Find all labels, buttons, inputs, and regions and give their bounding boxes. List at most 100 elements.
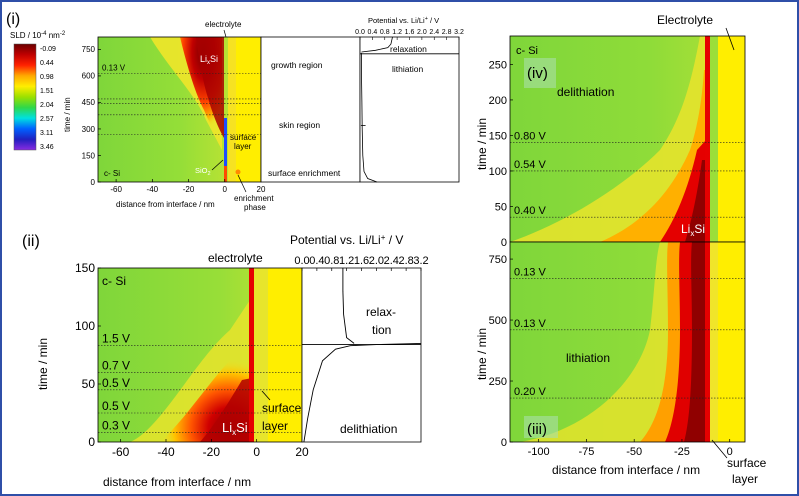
panel-i-enrichment-strip [224,166,227,182]
panel-iv-potential-lines: 0.80 V 0.54 V 0.40 V [510,131,745,218]
potential-label: 1.5 V [102,332,130,346]
potential-label: 0.13 V [514,318,546,330]
y-tick-label: 0 [88,435,95,449]
panel-i-sio2-pointer [211,159,224,171]
panel-iv-electrolyte-pointer [725,27,735,51]
panel-iv-yellow-front [510,36,706,242]
panel-ii-axes: -60 -40 -20 0 20 0 50 100 150 [75,261,309,459]
x-tick-label: -40 [157,445,175,459]
y-tick-label: 50 [82,377,96,391]
panel-ii-potential-frame [301,267,422,443]
colorbar-tick-label: 0.98 [40,74,54,81]
panel-i-potential-frame [359,36,460,183]
x-tick-label: 1.6 [354,255,369,267]
x-tick-label: -20 [203,445,221,459]
colorbar-tick-label: 0.44 [40,60,54,67]
y-tick-label: 100 [75,319,95,333]
panel-ii-delithiation-label: delithiation [340,422,397,436]
panel-i-surface-strip [228,37,236,182]
colorbar-tick-label: 3.46 [40,144,54,151]
panel-iv-csi-label: c- Si [516,45,538,57]
y-tick-label: 250 [489,59,507,71]
x-tick-label: 0.0 [294,255,309,267]
panel-iv-dark-core [685,160,706,242]
panel-i-relaxation-label: relaxation [390,44,427,54]
panel-i-heatmap: LixSi c- Si surface layer SiO2 enrichmen… [63,20,274,212]
panel-i-ylabel: time / min [63,97,72,132]
panel-i-enrichment-dot [235,169,241,175]
potential-label: 0.40 V [514,205,546,217]
panel-i-enrichment-label-2: phase [244,203,266,212]
panel-ii-surface-strip [254,268,268,442]
y-tick-label: 450 [82,98,96,107]
colorbar-tick-label: 2.04 [40,102,54,109]
colorbar-tick-label: 2.57 [40,116,54,123]
x-tick-label: -60 [110,185,122,194]
potential-curve [361,52,378,183]
panel-i-regions: growth region skin region surface enrich… [260,36,361,183]
potential-label: 0.20 V [514,386,546,398]
panel-label-iv: (iv) [527,65,548,82]
panel-ii-surface-label-1: surface [262,401,302,415]
y-tick-label: 600 [82,72,96,81]
y-tick-label: 150 [75,261,95,275]
panel-iii-surface-pointer [711,439,728,459]
panel-iii-dark-core [684,242,706,442]
panel-i-lithiation-label: lithiation [392,64,423,74]
y-tick-label: 500 [489,315,507,327]
colorbar-tick-label: 3.11 [40,130,53,137]
panel-label-i: (i) [6,11,20,28]
x-tick-label: -40 [147,185,159,194]
potential-label: 0.80 V [514,131,546,143]
region-skin: skin region [279,120,320,130]
panel-iv-orange-front [600,70,706,242]
y-tick-label: 750 [489,254,507,266]
panel-iii-interface-strip [705,242,710,442]
y-tick-label: 150 [82,151,96,160]
panel-i-xlabel: distance from interface / nm [116,200,215,209]
colorbar: SLD / 10-4 nm-2 -0.09 0.44 0.98 1.51 2.04 2.5… [10,31,66,151]
panel-i-potential-xlabel: Potential vs. Li/Li+ / V [368,16,439,25]
potential-label: 0.54 V [514,159,546,171]
x-tick-label: -50 [626,446,642,458]
panel-ii-csi-label: c- Si [102,274,126,288]
panel-i-potential-lines: 0.13 V [98,63,261,135]
x-tick-label: 2.8 [398,255,413,267]
panel-i-electrolyte [236,37,261,182]
panel-iii-xlabel: distance from interface / nm [552,463,700,477]
x-tick-label: 2.4 [384,255,399,267]
panel-ii-heatmap: 1.5 V 0.7 V 0.5 V 0.5 V 0.3 V c- Si LixSi su… [36,251,309,489]
panel-iii-yellow-front [520,242,706,442]
panel-iii-surface-label-2: layer [732,472,758,486]
panel-i-sio2-line [224,118,227,166]
colorbar-title: SLD / 10-4 nm-2 [10,31,66,40]
panel-ii-lixsi-label: LixSi [222,420,248,437]
panel-ii-surface-label-2: layer [262,419,288,433]
panel-iii-surface-strip [710,242,718,442]
x-tick-label: -75 [578,446,594,458]
x-tick-label: 2.8 [442,29,452,36]
y-tick-label: 300 [82,125,96,134]
x-tick-label: -100 [528,446,550,458]
colorbar-tick-label: -0.09 [40,46,56,53]
panel-ii-relax-label-1: relax- [366,305,396,319]
region-growth: growth region [271,60,323,70]
x-tick-label: 0 [727,446,733,458]
panel-i-electrolyte-pointer [223,29,227,38]
potential-label: 0.5 V [102,399,130,413]
panel-ii-xlabel: distance from interface / nm [103,475,251,489]
panel-iii-potential-lines: 0.13 V 0.13 V 0.20 V [510,267,745,399]
y-tick-label: 0 [501,237,507,249]
y-tick-label: 150 [489,130,507,142]
x-tick-label: 2.4 [429,29,439,36]
y-tick-label: 750 [82,45,96,54]
panel-iii-region-label: lithiation [566,351,610,365]
potential-label: 0.7 V [102,358,130,372]
panel-i-lixsi-label: LixSi [200,54,218,66]
y-tick-label: 200 [489,95,507,107]
panel-i-sio2-label: SiO2 [195,166,211,177]
panel-ii-electrolyte [268,268,302,442]
potential-curve [303,342,422,443]
